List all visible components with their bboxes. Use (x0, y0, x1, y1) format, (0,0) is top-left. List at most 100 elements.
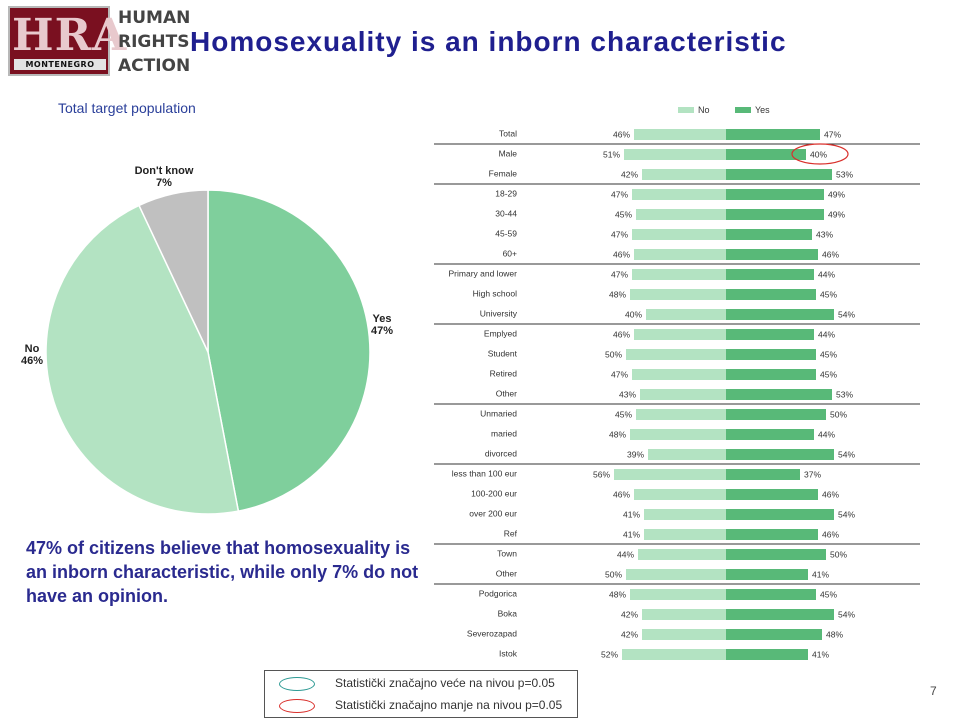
bar-yes-value-label: 45% (820, 590, 837, 600)
bar-chart: No Yes Total 46% 47% Male 51% 40% Female 42% 53% 18… (434, 105, 920, 660)
pie-label-no: No (25, 343, 40, 355)
bar-no-value-label: 47% (611, 190, 628, 200)
bar-yes (726, 649, 808, 660)
bar-yes (726, 149, 806, 160)
bar-no (630, 589, 726, 600)
bar-no-value-label: 45% (615, 410, 632, 420)
bar-no-value-label: 48% (609, 430, 626, 440)
bar-no-value-label: 48% (609, 590, 626, 600)
category-label: 30-44 (495, 209, 517, 219)
logo-line-2: RIGHTS (118, 32, 190, 52)
category-label: Ref (504, 529, 518, 539)
bar-yes (726, 609, 834, 620)
bar-no-value-label: 51% (603, 150, 620, 160)
bar-no (634, 329, 726, 340)
legend-no-label: No (698, 105, 710, 115)
category-label: over 200 eur (469, 509, 517, 519)
bar-yes-value-label: 46% (822, 530, 839, 540)
bar-yes (726, 409, 826, 420)
lower-ellipse-icon (279, 699, 315, 713)
bar-no-value-label: 44% (617, 550, 634, 560)
significance-legend: Statistički značajno veće na nivou p=0.0… (264, 670, 578, 718)
bar-no-value-label: 42% (621, 610, 638, 620)
pie-label-don-t-know: Don't know (135, 165, 194, 177)
category-label: Emplyed (484, 329, 517, 339)
bar-no (644, 529, 726, 540)
bar-no (630, 289, 726, 300)
bar-yes (726, 189, 824, 200)
bar-no (634, 489, 726, 500)
bar-no-value-label: 56% (593, 470, 610, 480)
page-number: 7 (930, 684, 937, 698)
bar-no-value-label: 43% (619, 390, 636, 400)
bar-no (634, 129, 726, 140)
bar-yes (726, 629, 822, 640)
category-label: Unmaried (480, 409, 517, 419)
bar-yes (726, 249, 818, 260)
bar-no (638, 549, 726, 560)
bar-no (642, 609, 726, 620)
bar-no-value-label: 41% (623, 530, 640, 540)
category-label: 60+ (503, 249, 517, 259)
bar-no (648, 449, 726, 460)
bar-no-value-label: 50% (605, 350, 622, 360)
category-label: Town (497, 549, 517, 559)
legend-lower-text: Statistički značajno manje na nivou p=0.… (335, 698, 563, 712)
bar-yes-value-label: 54% (838, 310, 855, 320)
bar-no (632, 189, 726, 200)
summary-text: 47% of citizens believe that homosexuali… (26, 538, 419, 606)
legend-higher-text: Statistički značajno veće na nivou p=0.0… (335, 676, 555, 690)
category-label: 100-200 eur (471, 489, 517, 499)
bar-no (630, 429, 726, 440)
logo-subtext: MONTENEGRO (14, 59, 106, 70)
bar-yes-value-label: 53% (836, 170, 853, 180)
bar-yes (726, 329, 814, 340)
bar-yes (726, 269, 814, 280)
bar-yes-value-label: 45% (820, 370, 837, 380)
category-label: less than 100 eur (452, 469, 517, 479)
logo-emblem: HRA MONTENEGRO (8, 6, 126, 76)
pie-value-no: 46% (21, 355, 43, 367)
bar-yes-value-label: 50% (830, 550, 847, 560)
category-label: Primary and lower (449, 269, 518, 279)
bar-no (644, 509, 726, 520)
bar-yes-value-label: 40% (810, 150, 827, 160)
legend-yes-label: Yes (755, 105, 770, 115)
bar-no (636, 209, 726, 220)
bar-yes-value-label: 54% (838, 450, 855, 460)
bar-yes-value-label: 54% (838, 610, 855, 620)
bar-yes (726, 529, 818, 540)
pie-value-don-t-know: 7% (156, 177, 172, 189)
bar-yes-value-label: 46% (822, 250, 839, 260)
bar-no (632, 369, 726, 380)
category-label: Female (489, 169, 518, 179)
category-label: High school (473, 289, 518, 299)
bar-yes-value-label: 45% (820, 350, 837, 360)
bar-yes-value-label: 48% (826, 630, 843, 640)
bar-no-value-label: 42% (621, 630, 638, 640)
bar-no (626, 349, 726, 360)
bar-yes-value-label: 43% (816, 230, 833, 240)
bar-no-value-label: 46% (613, 250, 630, 260)
bar-yes (726, 589, 816, 600)
category-label: Podgorica (479, 589, 518, 599)
pie-label-yes: Yes (373, 313, 392, 325)
significance-ellipse-icon (791, 143, 849, 165)
bar-no (622, 649, 726, 660)
bar-no (632, 269, 726, 280)
bar-no (646, 309, 726, 320)
bar-yes (726, 229, 812, 240)
pie-value-yes: 47% (371, 325, 393, 337)
bar-no-value-label: 42% (621, 170, 638, 180)
bar-yes (726, 209, 824, 220)
logo-wordmark: HUMAN RIGHTS ACTION (118, 6, 190, 78)
bar-no-value-label: 46% (613, 490, 630, 500)
bar-no (624, 149, 726, 160)
category-label: University (480, 309, 518, 319)
higher-ellipse-icon (279, 677, 315, 691)
bar-no (642, 629, 726, 640)
bar-no-value-label: 47% (611, 230, 628, 240)
bar-yes-value-label: 46% (822, 490, 839, 500)
bar-yes (726, 429, 814, 440)
